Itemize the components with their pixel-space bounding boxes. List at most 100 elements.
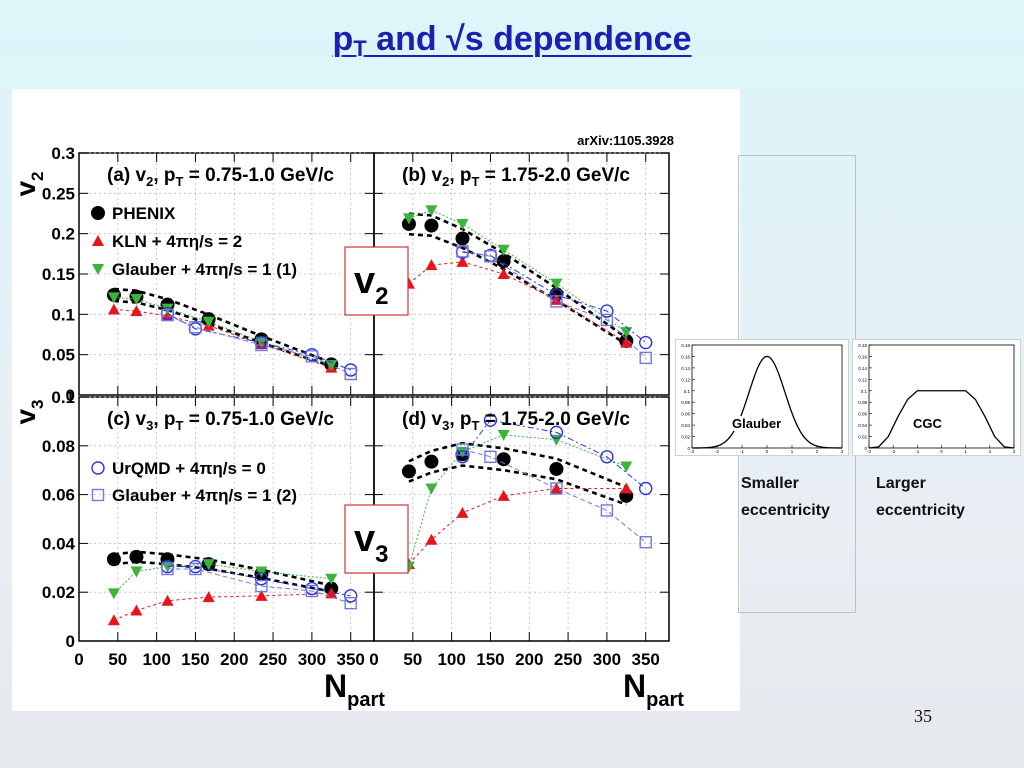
panel-c: 0 0.02 0.04 0.06 0.08 0.1 (c) v3, pT = 0.75-1.…: [42, 388, 375, 651]
data-point-glauber2: [456, 443, 469, 456]
inset-glauber: 0 0.02 0.04 0.06 0.08 0.1 0.12 0.14 0.16 0.18 -3 -2…: [675, 339, 849, 456]
inset-x-tick-label: -3: [867, 449, 871, 454]
series-line: [113, 592, 332, 621]
data-point-glauber2: [484, 250, 497, 263]
data-point-phenix: [496, 254, 511, 269]
x-axis-title-left: Npart: [324, 668, 385, 711]
data-point-urqmd: [600, 450, 614, 464]
legend-glauber2-marker: [91, 488, 105, 502]
series-line: [462, 448, 647, 543]
inset-y-tick-label: 0.12: [858, 377, 867, 382]
x-tick-label: 100: [142, 650, 170, 669]
panel-a: 0 0.05 0.1 0.15 0.2 0.25 0.3 (a) v2, pT = 0.75-…: [42, 144, 375, 405]
inset-x-tick-label: 2: [989, 449, 992, 454]
data-point-kln: [161, 594, 174, 606]
data-point-glauber1: [202, 316, 215, 328]
y-axis-title-v3: v3: [12, 399, 47, 424]
inset-x-tick-label: -1: [915, 449, 919, 454]
x-tick-label: 0: [369, 650, 378, 669]
data-point-glauber2: [484, 450, 497, 463]
data-point-phenix: [129, 549, 144, 564]
phenix-systematic-band: [113, 299, 332, 368]
panel-label: (b) v2, pT = 1.75-2.0 GeV/c: [402, 165, 630, 189]
data-point-kln: [130, 305, 143, 317]
phenix-systematic-band: [408, 464, 627, 506]
x-tick-label: 50: [108, 650, 127, 669]
inset-x-tick-label: 2: [816, 449, 819, 454]
inset-y-tick-label: 0: [864, 446, 867, 451]
callout-v3-text: v3: [354, 518, 389, 568]
data-point-glauber1: [325, 573, 338, 585]
legend-phenix: PHENIX: [112, 204, 176, 223]
legend-glauber1-marker: [92, 264, 104, 275]
y-tick-label: 0.25: [42, 184, 75, 203]
data-point-glauber1: [620, 461, 633, 473]
inset-y-tick-label: 0.14: [681, 366, 690, 371]
inset-cgc-label: CGC: [909, 416, 946, 431]
x-tick-label: 0: [74, 650, 83, 669]
data-point-kln: [620, 482, 633, 494]
data-point-glauber2: [639, 535, 652, 549]
x-tick-label: 300: [593, 650, 621, 669]
inset-y-tick-label: 0.04: [858, 423, 867, 428]
data-point-kln: [456, 506, 469, 518]
inset-glauber-label: Glauber: [728, 416, 786, 431]
inset-cgc: 0 0.02 0.04 0.06 0.08 0.1 0.12 0.14 0.16 0.18 -3 -2…: [852, 339, 1021, 456]
callout-v2-text: v2: [354, 260, 389, 310]
inset-x-tick-label: -2: [715, 449, 719, 454]
phenix-systematic-band: [113, 550, 332, 587]
data-point-kln: [456, 255, 469, 267]
panel-frame: [78, 396, 375, 642]
callout-v2-box: [344, 246, 409, 316]
data-point-glauber1: [497, 429, 510, 441]
phenix-systematic-band: [113, 287, 332, 364]
inset-y-tick-label: 0.16: [858, 354, 867, 359]
data-point-glauber2: [456, 245, 469, 258]
series-line: [462, 250, 647, 359]
inset-y-tick-label: 0.08: [858, 400, 867, 405]
inset-x-tick-label: 3: [1013, 449, 1016, 454]
series-line: [113, 563, 332, 594]
data-point-kln: [107, 614, 120, 626]
panel-b: (b) v2, pT = 1.75-2.0 GeV/c: [373, 152, 670, 396]
inset-y-tick-label: 0.16: [681, 354, 690, 359]
inset-curve: [868, 390, 1015, 449]
y-tick-label: 0.15: [42, 265, 75, 284]
data-point-glauber2: [189, 562, 202, 576]
data-point-glauber2: [255, 579, 268, 593]
x-tick-label: 200: [220, 650, 248, 669]
y-tick-label: 0: [66, 632, 75, 651]
data-point-glauber1: [425, 483, 438, 495]
inset-y-tick-label: 0.08: [681, 400, 690, 405]
inset-y-tick-label: 0.1: [684, 389, 691, 394]
x-tick-label: 350: [632, 650, 660, 669]
cgc-profile-plot: 0 0.02 0.04 0.06 0.08 0.1 0.12 0.14 0.16 0.18 -3 -2…: [858, 343, 1016, 454]
series-line: [408, 434, 627, 567]
data-point-urqmd: [483, 413, 498, 427]
y-tick-label: 0.3: [51, 144, 75, 163]
data-point-urqmd: [344, 589, 358, 603]
inset-y-tick-label: 0.02: [858, 435, 867, 440]
x-tick-label: 300: [298, 650, 326, 669]
y-tick-label: 0: [66, 386, 75, 405]
inset-y-tick-label: 0.04: [681, 423, 690, 428]
legend-kln-marker: [92, 235, 104, 246]
x-axis-title-right: Npart: [623, 668, 684, 711]
legend-kln: KLN + 4πη/s = 2: [112, 232, 242, 251]
legend-glauber2: Glauber + 4πη/s = 1 (2): [112, 486, 297, 505]
data-point-urqmd: [639, 481, 653, 496]
page-number: 35: [914, 706, 932, 726]
data-point-kln: [255, 589, 268, 601]
inset-x-tick-label: 3: [841, 449, 844, 454]
x-tick-label: 150: [476, 650, 504, 669]
data-point-kln: [425, 259, 438, 271]
data-point-glauber1: [425, 205, 438, 217]
inset-y-tick-label: 0.18: [681, 343, 690, 348]
data-point-glauber2: [344, 596, 357, 610]
data-point-phenix: [424, 218, 439, 233]
data-point-glauber1: [402, 213, 415, 225]
data-point-phenix: [496, 452, 511, 467]
data-point-urqmd: [639, 335, 653, 350]
callout-v2: v2: [344, 246, 409, 316]
data-point-glauber2: [639, 351, 652, 365]
